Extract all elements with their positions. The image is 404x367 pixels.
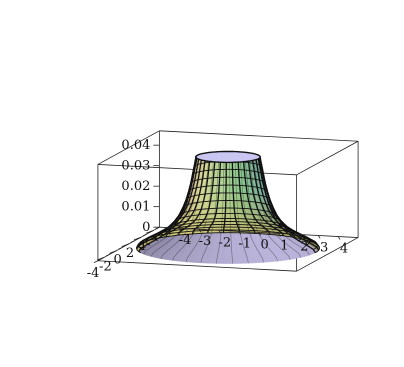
meridian-line: [191, 151, 217, 235]
x-tick-label: -2: [99, 259, 112, 274]
x-minor-tick: [136, 236, 142, 240]
y-tick-label: 0: [260, 237, 268, 252]
parallel-line: [173, 212, 283, 226]
parallel-line: [188, 184, 268, 195]
box-edge-left-top: [97, 130, 160, 165]
meridian-line: [236, 151, 256, 234]
y-tick-mark: [318, 235, 321, 239]
x-tick-label: -4: [87, 266, 100, 281]
surface-patch: [216, 259, 225, 264]
y-tick-label: -4: [179, 233, 192, 248]
z-tick-label: 0.03: [121, 159, 150, 174]
meridian-line: [165, 152, 207, 238]
parallel-line: [191, 168, 265, 178]
x-minor-tick: [142, 233, 148, 237]
parallel-line: [185, 192, 271, 203]
box-edge-back-bottom: [97, 260, 297, 272]
x-tick-label: 4: [138, 239, 146, 254]
meridian-line: [172, 161, 209, 261]
parallel-line: [145, 226, 311, 246]
surface-patch: [224, 254, 233, 261]
y-tick-label: 1: [280, 238, 288, 253]
surface-patch: [216, 254, 226, 261]
parallel-line: [138, 229, 318, 251]
meridian-line: [231, 151, 241, 233]
x-minor-tick: [99, 257, 105, 260]
y-tick-mark: [198, 229, 202, 233]
x-minor-tick: [124, 243, 129, 247]
y-tick-mark: [278, 233, 281, 237]
surface-patch: [193, 258, 202, 264]
x-minor-tick: [112, 250, 117, 253]
meridian-line: [177, 152, 212, 236]
meridian-line: [154, 153, 203, 240]
meridian-line: [222, 151, 228, 233]
parallel-line: [167, 218, 289, 233]
x-minor-tick: [118, 246, 123, 250]
y-tick-label: -1: [238, 236, 251, 251]
meridian-line: [207, 151, 222, 234]
surface-mesh: [136, 150, 320, 264]
top-opening: [195, 150, 261, 164]
x-minor-tick: [149, 230, 154, 233]
meridian-line: [253, 160, 302, 258]
surface-patch: [230, 238, 238, 245]
meridian-line: [242, 152, 271, 235]
y-tick-label: 4: [340, 242, 348, 257]
x-minor-tick: [106, 253, 111, 257]
box-edge-front-top: [159, 130, 359, 142]
y-tick-mark: [258, 232, 261, 236]
surface-patches: [136, 150, 320, 264]
parallel-line: [190, 176, 266, 186]
y-tick-mark: [337, 236, 341, 240]
parallel-line: [178, 207, 278, 220]
meridian-line: [246, 152, 284, 237]
z-tick-label: 0: [142, 220, 150, 235]
z-tick-label: 0.04: [121, 138, 150, 153]
x-tick-label: 2: [126, 246, 134, 261]
surface-patch: [224, 260, 233, 264]
y-tick-label: -2: [219, 235, 232, 250]
y-tick-label: -3: [199, 234, 212, 249]
box-edge-right-bottom: [296, 237, 359, 272]
parallel-line: [153, 223, 303, 242]
surface-patch: [239, 259, 249, 264]
meridian-line: [251, 153, 296, 238]
meridian-line: [160, 160, 205, 259]
parallel-line: [161, 221, 295, 237]
y-tick-mark: [178, 227, 182, 232]
y-axis: -4 -3 -2 -1 0 1 2 3 4: [178, 227, 348, 257]
y-tick-mark: [298, 234, 301, 238]
box-edge-right-top: [296, 140, 359, 176]
z-tick-label: 0.01: [121, 200, 150, 215]
x-minor-tick: [155, 226, 160, 230]
surface-patch: [208, 259, 218, 264]
x-minor-tick: [93, 260, 99, 263]
surface-patch: [232, 259, 241, 264]
x-tick-label: 0: [114, 253, 122, 268]
meridian-line: [249, 160, 291, 260]
y-tick-label: 2: [300, 239, 308, 254]
y-tick-mark: [238, 231, 242, 235]
parallel-line: [182, 200, 274, 211]
y-tick-mark: [218, 230, 222, 234]
x-axis: 420-2-4: [87, 226, 160, 281]
surface-patch: [247, 259, 257, 264]
surface-patch: [231, 254, 241, 261]
z-axis: 0 0.01 0.02 0.03 0.04: [121, 138, 160, 235]
surface-patch: [200, 259, 210, 264]
x-minor-tick: [130, 240, 135, 243]
parallel-line: [136, 232, 320, 254]
z-tick-label: 0.02: [121, 179, 150, 194]
y-tick-label: 3: [320, 240, 328, 255]
meridian-line: [259, 157, 320, 251]
